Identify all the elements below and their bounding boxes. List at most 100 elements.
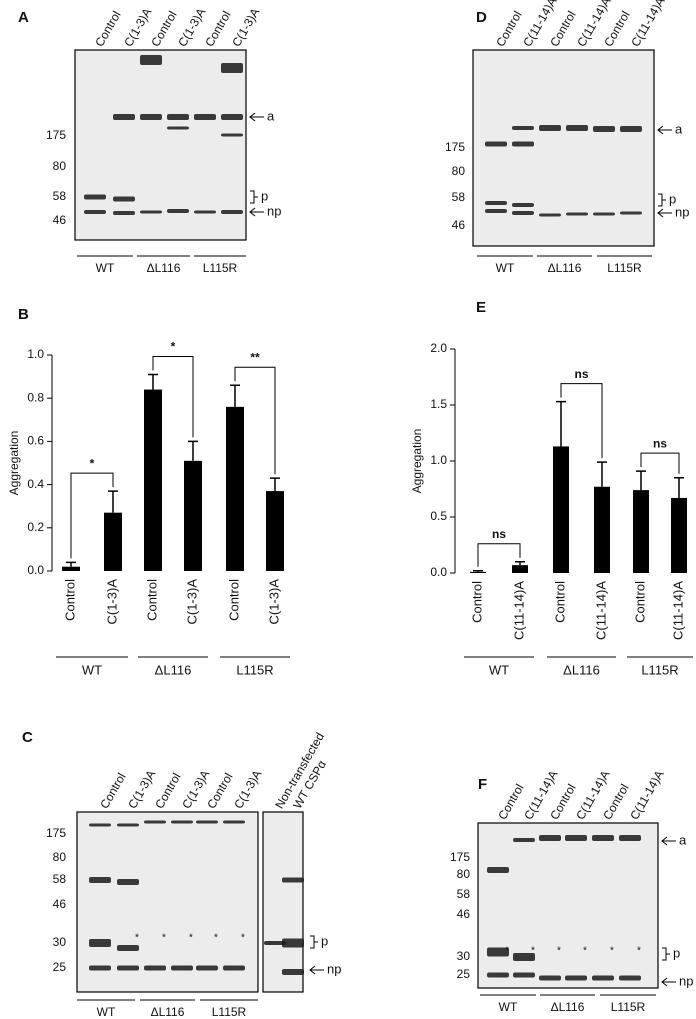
- band: [117, 945, 139, 951]
- arrow-label: np: [267, 203, 281, 218]
- band: [485, 141, 507, 147]
- error-bar: [148, 373, 158, 390]
- significance-bracket: [560, 383, 603, 459]
- band-mark: *: [189, 933, 193, 944]
- band: [113, 114, 135, 120]
- arrow-label: a: [267, 108, 275, 123]
- band: [619, 975, 641, 981]
- band-mark: *: [557, 946, 561, 957]
- band: [221, 114, 243, 120]
- band-mark: *: [583, 946, 587, 957]
- arrow-label: p: [669, 191, 676, 206]
- bar: [553, 446, 569, 573]
- bracket: [250, 190, 258, 204]
- lane-label: Control: [97, 771, 128, 812]
- lane-label: C(1-3)A: [229, 6, 262, 49]
- lane-label: C(1-3)A: [231, 768, 264, 811]
- panel-label: A: [18, 9, 29, 26]
- significance-bracket: [70, 472, 114, 559]
- group-label: ΔL116: [155, 662, 192, 677]
- mw-marker: 46: [53, 213, 67, 227]
- band-mark: *: [610, 946, 614, 957]
- band: [512, 211, 534, 215]
- group-label: L115R: [203, 261, 238, 275]
- group-label: WT: [96, 261, 115, 275]
- bar: [184, 460, 202, 571]
- panel-label: B: [18, 306, 29, 323]
- band: [89, 823, 111, 827]
- error-bar: [674, 477, 684, 498]
- band: [117, 965, 139, 971]
- bar: [594, 486, 610, 573]
- error-bar: [66, 561, 76, 567]
- group-label: L115R: [611, 1000, 646, 1014]
- category-label: C(1-3)A: [266, 579, 281, 625]
- band: [282, 969, 304, 975]
- band: [113, 211, 135, 215]
- category-label: Control: [552, 581, 567, 623]
- bar: [226, 406, 244, 571]
- panel-label: C: [22, 729, 33, 746]
- mw-marker: 46: [53, 897, 67, 911]
- bracket: [658, 193, 666, 207]
- error-bar: [270, 477, 280, 492]
- band: [196, 820, 218, 824]
- band: [487, 867, 509, 873]
- band-mark: *: [637, 946, 641, 957]
- band: [539, 125, 561, 131]
- band: [282, 877, 304, 883]
- arrow-label: p: [261, 188, 268, 203]
- band-mark: *: [241, 933, 245, 944]
- band: [565, 835, 587, 841]
- y-tick-label: 1.5: [430, 397, 447, 411]
- band: [223, 820, 245, 824]
- mw-marker: 46: [452, 218, 466, 232]
- band: [513, 838, 535, 842]
- bracket: [310, 935, 318, 949]
- band: [223, 965, 245, 971]
- bar: [512, 565, 528, 573]
- y-axis-label: Aggregation: [410, 429, 424, 494]
- group-label: ΔL116: [147, 261, 181, 275]
- group-label: WT: [489, 662, 509, 677]
- arrow-label: p: [673, 945, 680, 960]
- category-label: Control: [469, 581, 484, 623]
- significance-label: ns: [574, 367, 588, 381]
- band: [592, 975, 614, 981]
- category-label: C(11-14)A: [511, 581, 526, 640]
- band: [171, 965, 193, 971]
- band: [221, 210, 243, 214]
- band: [485, 201, 507, 205]
- band-mark: *: [162, 933, 166, 944]
- arrow: [249, 112, 264, 122]
- mw-marker: 30: [53, 935, 67, 949]
- y-tick-label: 0.5: [430, 509, 447, 523]
- mw-marker: 58: [452, 190, 466, 204]
- mw-marker: 30: [457, 949, 471, 963]
- bar: [104, 512, 122, 571]
- group-label: WT: [82, 662, 102, 677]
- band-mark: *: [135, 933, 139, 944]
- band: [117, 879, 139, 885]
- lane-label: C(11-14)A: [628, 0, 667, 49]
- error-bar: [473, 570, 483, 572]
- band: [140, 55, 162, 65]
- group-label: ΔL116: [151, 1005, 185, 1019]
- group-label: WT: [496, 261, 515, 275]
- blot-frame: [76, 811, 259, 993]
- mw-marker: 25: [457, 967, 471, 981]
- band: [539, 975, 561, 981]
- group-label: L115R: [236, 662, 273, 677]
- band: [194, 210, 216, 214]
- band: [144, 820, 166, 824]
- y-tick-label: 0.2: [27, 520, 44, 534]
- lane-label: C(11-14)A: [627, 768, 666, 822]
- band: [619, 835, 641, 841]
- band: [167, 114, 189, 120]
- mw-marker: 58: [53, 189, 67, 203]
- band-mark: *: [505, 946, 509, 957]
- bar: [144, 389, 162, 571]
- arrow: [657, 125, 672, 135]
- band: [620, 211, 642, 215]
- band: [117, 823, 139, 827]
